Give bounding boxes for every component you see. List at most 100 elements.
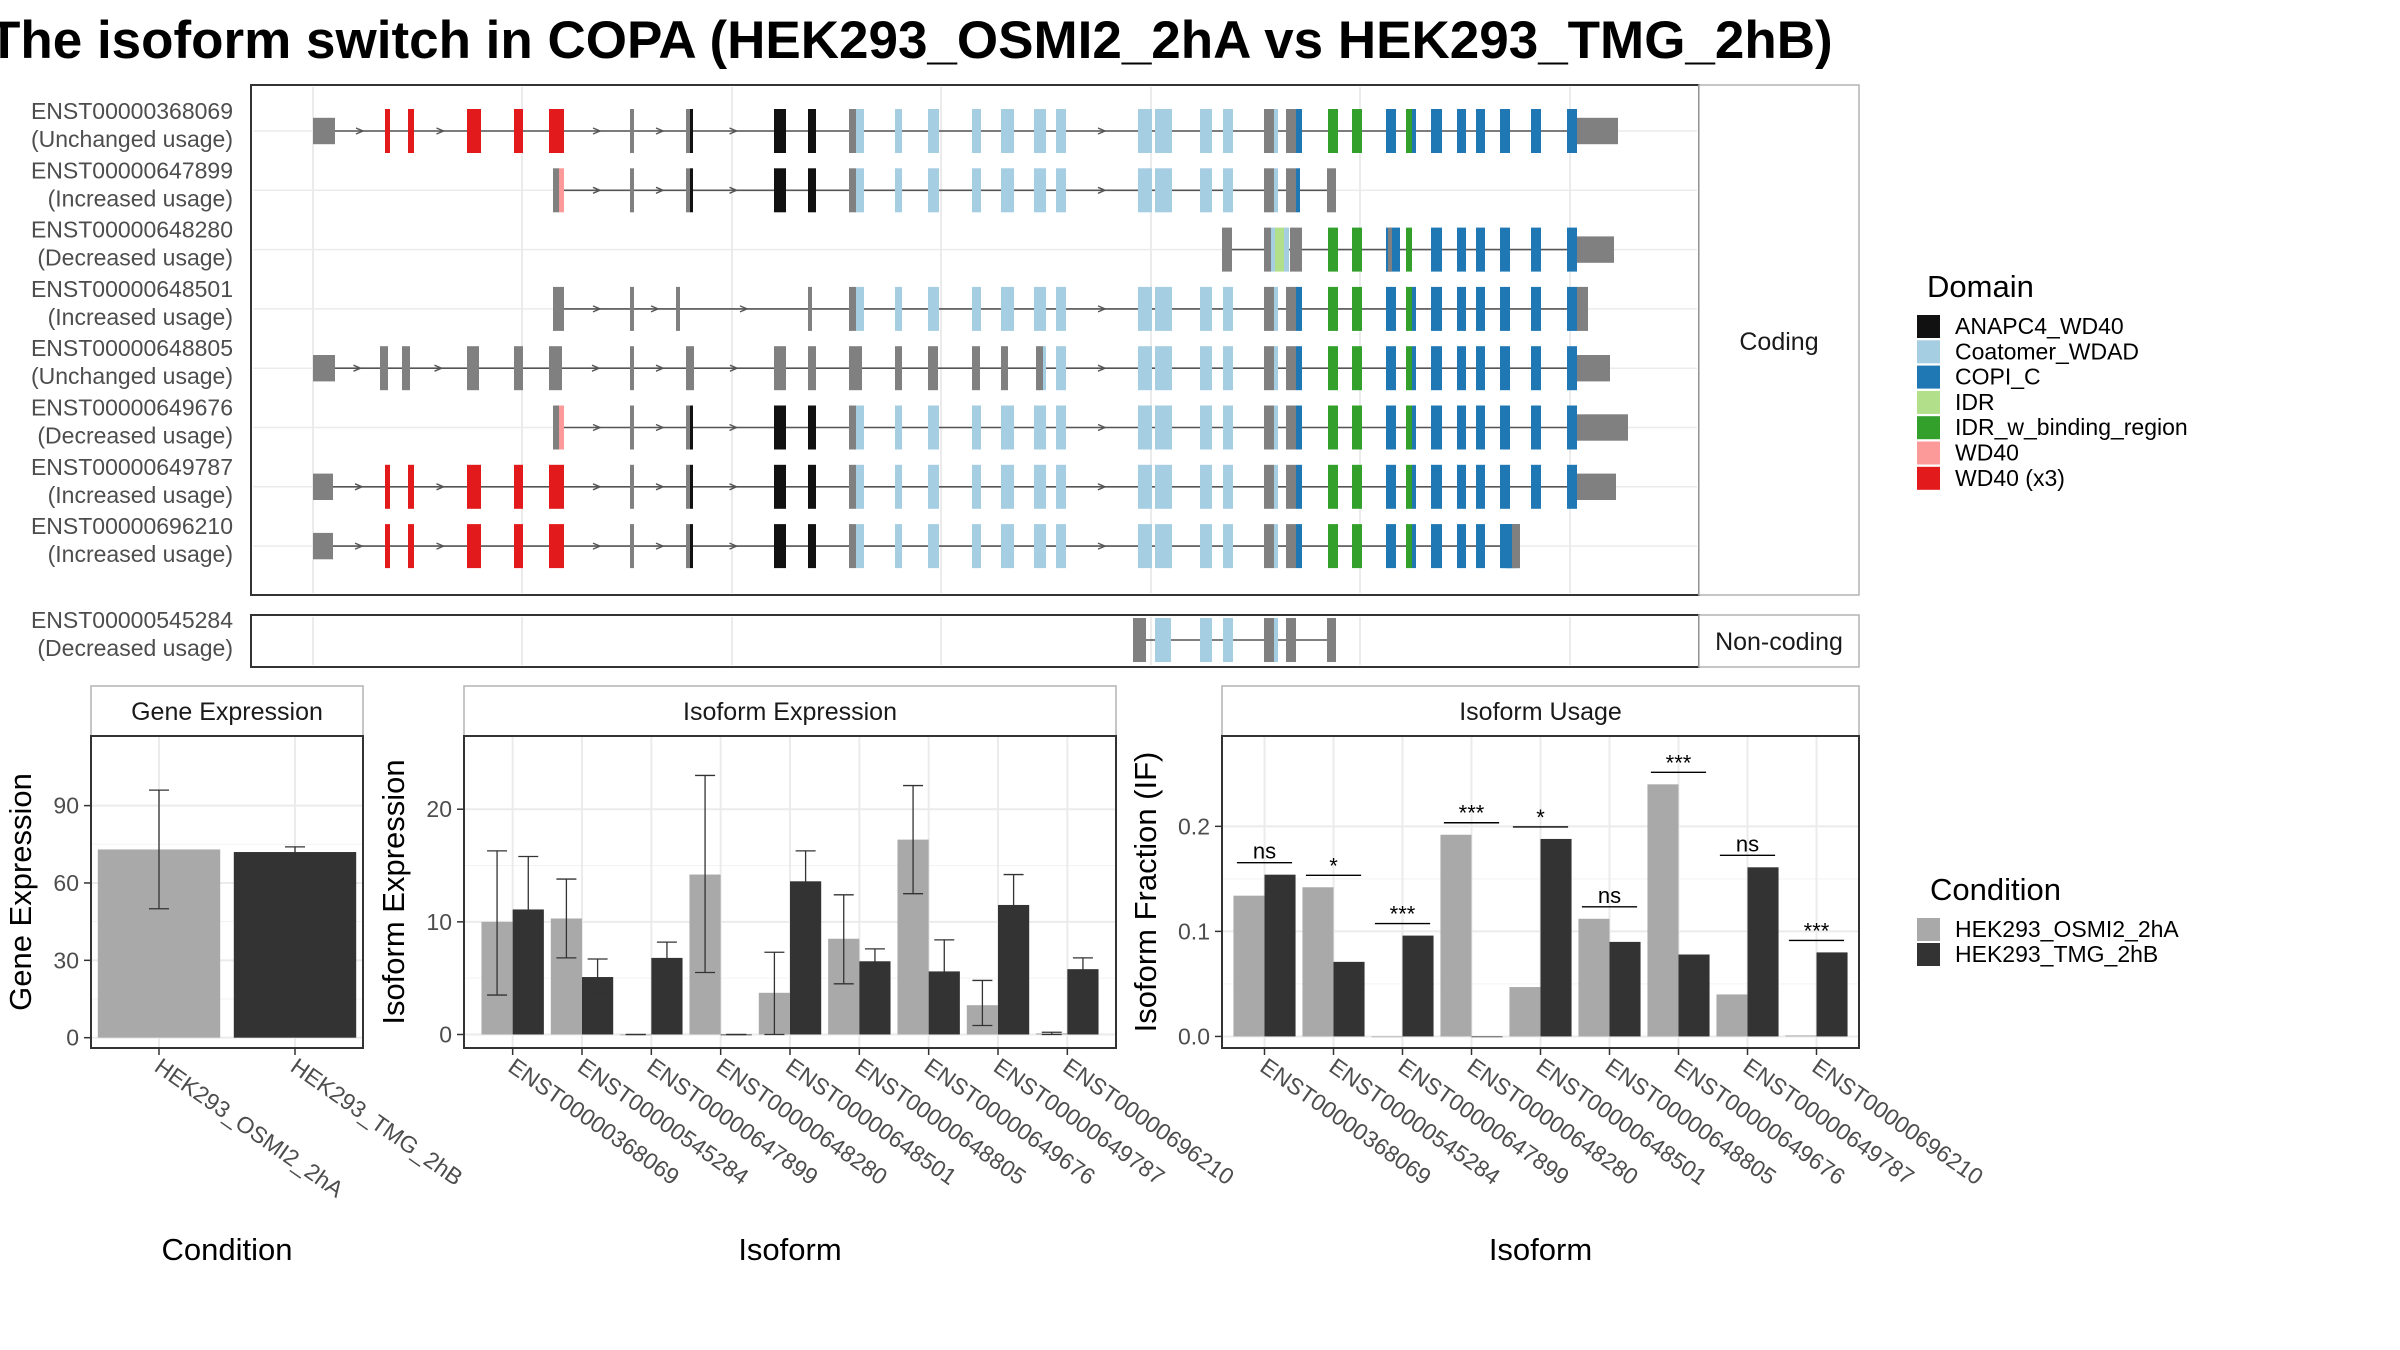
exon bbox=[1386, 346, 1396, 391]
y-tick-label: 0.1 bbox=[1178, 918, 1210, 944]
exon bbox=[1200, 286, 1212, 331]
error-bar bbox=[556, 878, 577, 959]
transcript-panel-noncoding: Non-coding bbox=[250, 614, 1860, 668]
exon bbox=[1001, 109, 1014, 153]
exon bbox=[630, 286, 634, 331]
exon bbox=[1133, 618, 1146, 662]
exon bbox=[1138, 405, 1152, 450]
bar bbox=[1540, 838, 1572, 1037]
exon bbox=[1328, 109, 1338, 153]
exon bbox=[1476, 109, 1485, 153]
exon bbox=[856, 109, 864, 153]
exon bbox=[1286, 109, 1296, 153]
exon bbox=[630, 524, 634, 569]
exon bbox=[1531, 464, 1541, 509]
direction-arrow-icon bbox=[1097, 186, 1107, 194]
exon bbox=[313, 117, 335, 145]
y-tick-label: 0.2 bbox=[1178, 813, 1210, 839]
exon bbox=[972, 286, 981, 331]
exon bbox=[1476, 346, 1485, 391]
exon bbox=[1327, 618, 1336, 662]
exon bbox=[808, 109, 816, 153]
exon bbox=[467, 346, 479, 391]
exon bbox=[1264, 109, 1274, 153]
transcript-id-label: ENST00000648280 bbox=[31, 217, 233, 243]
error-bar bbox=[487, 850, 508, 996]
exon bbox=[1352, 346, 1362, 391]
exon bbox=[1412, 109, 1416, 153]
exon bbox=[1200, 346, 1212, 391]
exon bbox=[380, 346, 388, 391]
exon bbox=[1034, 405, 1046, 450]
exon bbox=[1386, 405, 1396, 450]
exon bbox=[1457, 346, 1466, 391]
exon bbox=[1457, 524, 1466, 569]
exon bbox=[1001, 346, 1008, 391]
exon bbox=[774, 109, 786, 153]
bar bbox=[1402, 935, 1434, 1037]
exon bbox=[1431, 346, 1442, 391]
error-bar bbox=[903, 784, 924, 895]
exon bbox=[1034, 524, 1046, 569]
exon bbox=[553, 168, 559, 213]
exon bbox=[1431, 286, 1442, 331]
exon bbox=[630, 109, 634, 153]
exon bbox=[1286, 618, 1296, 662]
exon bbox=[1476, 405, 1485, 450]
exon bbox=[972, 168, 981, 213]
bar bbox=[1747, 867, 1779, 1037]
exon bbox=[856, 286, 864, 331]
y-tick-label: 30 bbox=[53, 947, 79, 973]
domain-legend-key bbox=[1917, 390, 1940, 414]
exon bbox=[1328, 524, 1338, 569]
bar bbox=[1471, 1036, 1503, 1038]
direction-arrow-icon bbox=[1097, 127, 1107, 135]
direction-arrow-icon bbox=[739, 305, 749, 313]
exon bbox=[1352, 524, 1362, 569]
exon bbox=[972, 524, 981, 569]
bar bbox=[1785, 1035, 1817, 1037]
error-bar bbox=[656, 941, 677, 975]
exon bbox=[1043, 346, 1046, 391]
exon bbox=[1286, 464, 1296, 509]
exon bbox=[1034, 286, 1046, 331]
exon bbox=[1406, 109, 1412, 153]
exon bbox=[1155, 464, 1172, 509]
transcript-ENST00000368069 bbox=[313, 109, 1618, 153]
exon bbox=[1264, 405, 1274, 450]
exon bbox=[408, 524, 414, 569]
direction-arrow-icon bbox=[729, 364, 739, 372]
noncoding-strip bbox=[1698, 614, 1860, 668]
transcript-usage-label: (Decreased usage) bbox=[37, 423, 233, 449]
significance-label: *** bbox=[1666, 750, 1692, 775]
exon bbox=[1352, 109, 1362, 153]
exon bbox=[1500, 286, 1510, 331]
exon bbox=[686, 464, 690, 509]
exon bbox=[549, 346, 562, 391]
exon bbox=[774, 524, 786, 569]
exon bbox=[972, 464, 981, 509]
bar bbox=[1264, 874, 1296, 1037]
exon bbox=[1500, 109, 1510, 153]
domain-legend-label: IDR_w_binding_region bbox=[1955, 414, 2188, 440]
transcript-id-label: ENST00000648805 bbox=[31, 335, 233, 361]
bar bbox=[1440, 834, 1472, 1037]
exon bbox=[1567, 405, 1577, 450]
exon bbox=[856, 168, 864, 213]
exon bbox=[630, 168, 634, 213]
coding-strip bbox=[1698, 84, 1860, 596]
exon bbox=[808, 346, 816, 391]
exon bbox=[1567, 286, 1577, 331]
y-tick-label: 20 bbox=[426, 796, 452, 822]
exon bbox=[690, 168, 693, 213]
exon bbox=[1531, 405, 1541, 450]
exon bbox=[676, 286, 680, 331]
error-bar bbox=[1072, 957, 1093, 982]
exon bbox=[856, 464, 864, 509]
exon bbox=[1327, 168, 1336, 213]
x-axis-title: Isoform bbox=[738, 1232, 841, 1267]
direction-arrow-icon bbox=[592, 127, 602, 135]
exon bbox=[1296, 168, 1300, 213]
